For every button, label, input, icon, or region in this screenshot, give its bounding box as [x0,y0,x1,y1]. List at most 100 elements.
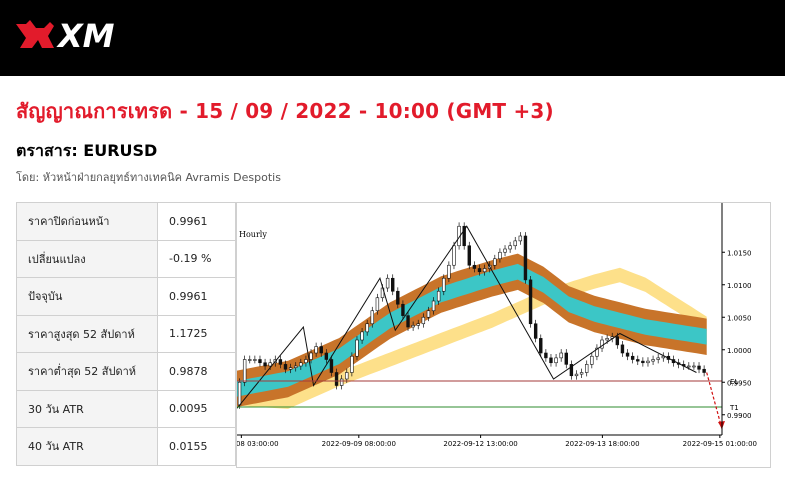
svg-text:XM: XM [56,17,115,54]
candle-body [436,290,441,302]
candle-body [283,364,288,370]
candle-body [391,277,395,292]
candle-body [431,300,436,312]
candle-body [319,346,323,354]
stat-label: ราคาสูงสุด 52 สัปดาห์ [16,314,158,353]
candle-body [697,365,701,370]
candle-body [518,235,523,242]
stat-value: 0.9961 [157,277,236,316]
price-chart: Hourly EL T1 1.0150 1.0100 1.0050 1.0000 0.995… [236,202,771,468]
candle-body [600,339,604,349]
table-row: ราคาต่ำสุด 52 สัปดาห์ 0.9878 [16,352,236,391]
candle-body [268,362,272,367]
candle-body [590,355,594,365]
candle-body [447,264,451,279]
y-tick-label: 0.9900 [727,412,752,420]
candle-body [482,268,487,273]
candle-body [345,372,349,380]
candle-body [452,245,456,266]
stat-value: -0.19 % [157,239,236,278]
candle-body [528,279,533,325]
candle-body [477,268,482,273]
candle-body [385,277,390,289]
candle-body [539,338,543,354]
candle-body [508,245,512,250]
candle-body [687,365,691,368]
candle-body [523,235,528,281]
x-tick-label: 2022-09-13 18:00:00 [565,440,639,448]
stat-label: ราคาต่ำสุด 52 สัปดาห์ [16,352,158,391]
candle-body [574,373,579,377]
candle-body [350,355,354,373]
candle-body [288,367,293,370]
chart-svg: Hourly EL T1 1.0150 1.0100 1.0050 1.0000 0.995… [237,203,757,448]
stat-value: 0.9878 [157,352,236,391]
signal-title: สัญญาณการเทรด - 15 / 09 / 2022 - 10:00 (… [16,99,554,123]
candle-body [554,357,558,364]
candle-body [564,352,568,365]
level-label: EL [730,378,738,386]
candle-body [544,352,548,359]
candle-body [692,365,696,368]
candle-body [503,248,507,253]
stat-value: 0.0095 [157,389,236,428]
candle-body [411,325,415,328]
top-bar: XM [0,0,785,76]
candle-body [605,338,609,341]
candle-body [630,355,635,360]
level-label: T1 [729,404,739,412]
candle-body [472,264,477,269]
candle-body [493,258,497,266]
stats-table: ราคาปิดก่อนหน้า 0.9961 เปลี่ยนแปลง -0.19 %… [16,202,236,466]
inner-band [237,263,707,397]
table-row: ราคาสูงสุด 52 สัปดาห์ 1.1725 [16,314,236,353]
timeframe-label: Hourly [239,230,267,239]
xm-logo[interactable]: XM [14,14,144,54]
candle-body [329,359,334,373]
stat-value: 0.0155 [157,427,236,466]
candle-body [549,357,553,364]
candle-body [625,352,630,357]
yellow-band [237,267,707,409]
candle-body [620,344,625,354]
table-row: ปัจจุบัน 0.9961 [16,277,236,316]
candle-body [656,357,660,360]
candle-body [442,277,446,292]
candle-body [396,290,400,305]
candle-body [242,359,247,383]
x-tick-label: 2022-09-12 13:00:00 [443,440,517,448]
candle-body [426,310,431,318]
x-tick-label: 2022-09-09 08:00:00 [322,440,396,448]
table-row: ราคาปิดก่อนหน้า 0.9961 [16,202,236,241]
y-tick-label: 0.9950 [727,379,752,387]
candle-body [579,372,584,375]
x-tick-label: 2022-09-08 03:00:00 [237,440,279,448]
stat-label: ปัจจุบัน [16,277,158,316]
candle-body [651,359,655,362]
candle-body [498,251,502,260]
table-row: 40 วัน ATR 0.0155 [16,427,236,466]
candle-body [355,339,359,357]
candle-body [569,364,574,377]
candle-body [661,355,665,359]
candle-body [559,352,563,359]
candle-body [646,360,650,364]
candle-body [314,346,318,354]
y-tick-label: 1.0150 [727,249,752,257]
candle-body [702,368,706,373]
stat-label: เปลี่ยนแปลง [16,239,158,278]
stat-value: 1.1725 [157,314,236,353]
candle-body [513,240,517,247]
candle-body [334,372,339,386]
instrument-label: ตราสาร: EURUSD [16,141,158,160]
candle-body [294,365,298,368]
candle-body [253,359,257,361]
stat-label: 40 วัน ATR [16,427,158,466]
candle-body [304,359,308,364]
candle-body [585,364,589,373]
table-row: เปลี่ยนแปลง -0.19 % [16,239,236,278]
candle-body [641,360,645,364]
candle-body [299,362,303,367]
candle-body [636,359,640,362]
stat-label: 30 วัน ATR [16,389,158,428]
